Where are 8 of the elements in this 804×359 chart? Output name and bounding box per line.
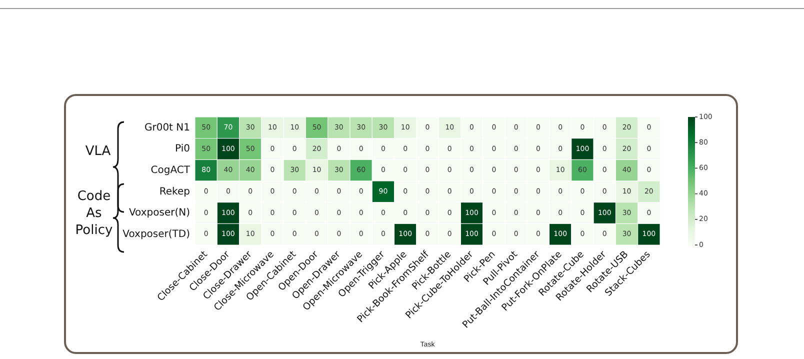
y-tick-label: Gr00t N1 — [144, 122, 190, 134]
y-tick-label: CogACT — [150, 164, 191, 176]
y-tick-label: Rekep — [159, 186, 190, 198]
y-tick-label: Voxposer(TD) — [122, 228, 190, 240]
text: Code As Policy — [74, 188, 114, 239]
y-tick-label: Voxposer(N) — [128, 208, 190, 219]
y-tick-label: Pi0 — [175, 144, 190, 155]
text: VLA — [84, 143, 112, 160]
